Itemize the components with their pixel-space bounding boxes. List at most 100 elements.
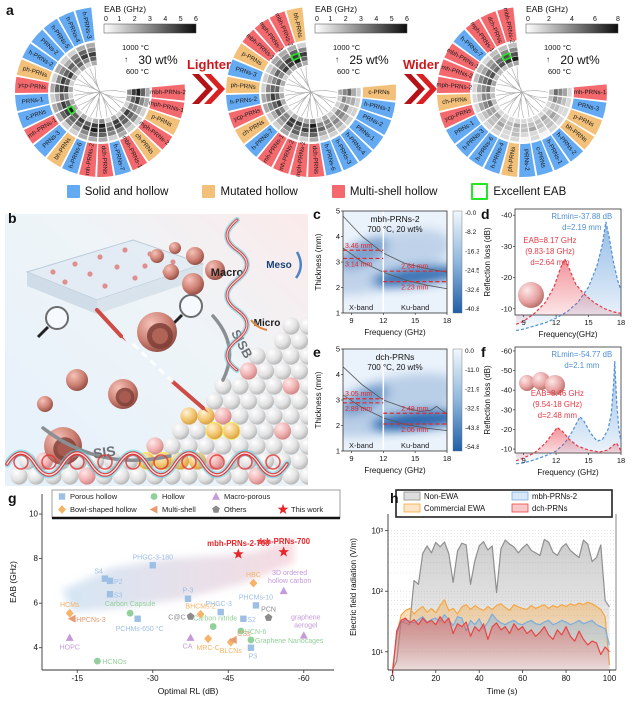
- legend-swatch-red: [331, 185, 345, 198]
- sis-label: SIS: [92, 443, 117, 462]
- ring-heatmap: [49, 42, 151, 143]
- svg-text:600 °C: 600 °C: [548, 67, 572, 76]
- svg-text:bh-PRNs: bh-PRNs: [292, 12, 304, 38]
- polar-chart-30wt: h-PRNs-3h-PRNs-4h-PRNs-5PRNs-2h-PRNs-2ph…: [15, 4, 198, 177]
- svg-text:4: 4: [34, 643, 39, 652]
- panel-letter-b: b: [8, 210, 17, 226]
- svg-text:4: 4: [336, 232, 340, 241]
- legend-label: Multi-shell hollow: [349, 185, 438, 198]
- scatter-points: S4 P2 S3 PHGC-3-180 PCHMs-650 °C P-3 PHGC-3 S2 P…: [60, 537, 324, 666]
- svg-text:↑: ↑: [335, 55, 339, 64]
- meso-label: Meso: [266, 260, 292, 271]
- scatter-eab-vs-rl: -15 -30 -45 -60 4 6 8 10 Optimal RL (dB) EAB (GHz…: [8, 489, 341, 696]
- svg-text:Non-EWA: Non-EWA: [424, 492, 459, 501]
- svg-text:P2: P2: [114, 579, 123, 586]
- svg-text:-30: -30: [501, 405, 512, 414]
- svg-text:15: 15: [584, 318, 592, 327]
- excellent-eab-highlight: [66, 105, 77, 116]
- legend-swatch-green-outline: [471, 183, 489, 200]
- svg-text:-11.0: -11.0: [465, 367, 479, 374]
- double-chevron-icon: [192, 74, 225, 104]
- svg-text:3.14 mm: 3.14 mm: [345, 261, 372, 268]
- svg-text:This work: This work: [291, 505, 323, 514]
- svg-text:dch-PRNs: dch-PRNs: [532, 504, 568, 513]
- svg-text:1: 1: [336, 447, 340, 456]
- svg-text:-60: -60: [501, 346, 512, 355]
- svg-text:20 wt%: 20 wt%: [560, 53, 600, 67]
- svg-text:EAB (GHz): EAB (GHz): [104, 4, 146, 14]
- svg-text:-40.8: -40.8: [465, 306, 479, 313]
- svg-text:ph-PRNs: ph-PRNs: [230, 82, 256, 91]
- svg-text:700 °C, 20 wt%: 700 °C, 20 wt%: [367, 225, 422, 234]
- svg-text:PHCMs-10: PHCMs-10: [239, 594, 273, 601]
- wedges: [226, 7, 396, 177]
- svg-text:C@C: C@C: [168, 615, 185, 622]
- svg-text:S4: S4: [94, 569, 103, 576]
- svg-text:2: 2: [336, 421, 340, 430]
- svg-text:-32.6: -32.6: [465, 287, 479, 294]
- reflection-loss-dch-PRNs: RLmin=-54.77 dB d=2.1 mm EAB=8.46 GHz (9.54…: [483, 346, 625, 477]
- svg-text:Porous hollow: Porous hollow: [70, 492, 118, 501]
- svg-text:Time (s): Time (s): [487, 686, 518, 696]
- svg-text:-16.3: -16.3: [465, 248, 479, 255]
- svg-text:2: 2: [547, 16, 551, 23]
- svg-text:dch-PRNs: dch-PRNs: [100, 146, 109, 175]
- svg-text:mph-PRNs-2: mph-PRNs-2: [436, 81, 473, 91]
- svg-text:4: 4: [163, 16, 167, 23]
- svg-text:Frequency (GHz): Frequency (GHz): [364, 328, 426, 337]
- category-legend: Solid and hollow Mutated hollow Multi-sh…: [0, 183, 633, 200]
- svg-text:Ku-band: Ku-band: [401, 441, 429, 450]
- svg-text:3D ordered: 3D ordered: [272, 570, 307, 577]
- svg-text:-32.9: -32.9: [465, 406, 479, 413]
- svg-text:-20: -20: [501, 425, 512, 434]
- svg-text:Reflection loss (dB): Reflection loss (dB): [483, 365, 492, 435]
- arrow-lighter: Lighter: [186, 58, 232, 112]
- panel-letter-d: d: [481, 206, 490, 222]
- svg-text:CSs: CSs: [237, 631, 251, 638]
- macro-label: Macro: [211, 267, 244, 279]
- svg-text:-8.2: -8.2: [465, 229, 477, 236]
- svg-text:dch-PRNs-700: dch-PRNs-700: [257, 537, 311, 546]
- svg-text:Frequency (GHz): Frequency (GHz): [364, 466, 426, 475]
- legend-item-solid-hollow: Solid and hollow: [66, 185, 168, 198]
- svg-text:9: 9: [349, 454, 353, 463]
- dendrogram: [285, 66, 338, 119]
- ring-heatmap: [471, 42, 573, 143]
- svg-text:18: 18: [617, 318, 625, 327]
- svg-text:0: 0: [526, 16, 530, 23]
- svg-text:1000 °C: 1000 °C: [544, 43, 572, 52]
- svg-text:3: 3: [336, 396, 340, 405]
- svg-text:600 °C: 600 °C: [337, 67, 361, 76]
- excellent-eab-highlight: [290, 52, 301, 62]
- svg-text:Multi-shell: Multi-shell: [162, 505, 196, 514]
- svg-text:ycp-PRNs: ycp-PRNs: [18, 82, 46, 91]
- svg-text:PCHMs-650 °C: PCHMs-650 °C: [116, 625, 164, 633]
- svg-text:PHGC-3: PHGC-3: [205, 601, 232, 608]
- svg-text:5: 5: [336, 345, 340, 354]
- svg-text:9: 9: [349, 316, 353, 325]
- svg-text:mh-PRNs-1: mh-PRNs-1: [574, 89, 607, 96]
- svg-text:S2: S2: [247, 617, 256, 624]
- svg-text:4: 4: [570, 16, 574, 23]
- svg-text:Thickness (mm): Thickness (mm): [314, 371, 323, 428]
- svg-text:5: 5: [336, 207, 340, 216]
- svg-text:mbh-PRNs-2: mbh-PRNs-2: [370, 214, 419, 224]
- svg-text:Commercial EWA: Commercial EWA: [424, 504, 486, 513]
- svg-text:80: 80: [562, 674, 571, 683]
- svg-text:5: 5: [179, 16, 183, 23]
- svg-text:-50: -50: [501, 366, 512, 375]
- micro-label: Micro: [254, 318, 281, 329]
- svg-text:60: 60: [518, 674, 527, 683]
- svg-text:100: 100: [603, 674, 617, 683]
- wedges: [437, 7, 607, 177]
- svg-text:S3: S3: [114, 592, 123, 599]
- svg-text:ch-PRNs: ch-PRNs: [442, 96, 467, 106]
- svg-text:2.23 mm: 2.23 mm: [401, 285, 428, 292]
- svg-text:↑: ↑: [124, 55, 128, 64]
- svg-text:Frequency (GHz): Frequency (GHz): [537, 468, 599, 477]
- panel-letter-f: f: [481, 344, 486, 360]
- svg-text:(9.54-18 GHz): (9.54-18 GHz): [533, 400, 583, 409]
- svg-text:d=2.64 mm: d=2.64 mm: [530, 258, 569, 267]
